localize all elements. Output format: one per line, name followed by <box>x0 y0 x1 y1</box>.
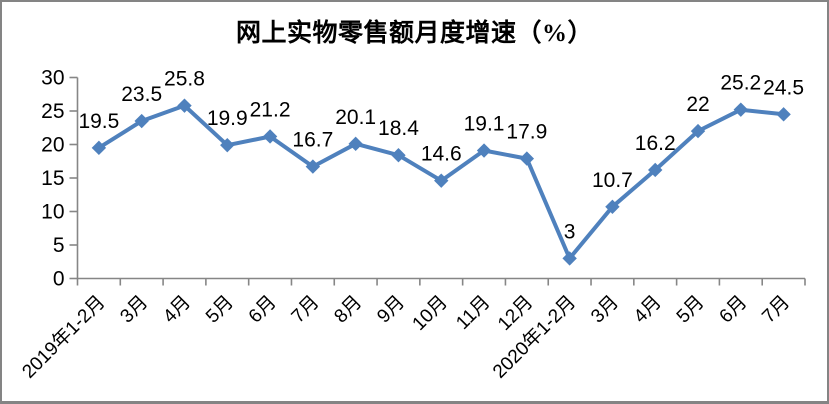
data-point-marker <box>220 137 235 153</box>
chart-title: 网上实物零售额月度增速（%） <box>235 20 593 47</box>
data-point-label: 3 <box>564 220 576 243</box>
y-axis-label: 25 <box>41 100 64 123</box>
data-point-marker <box>434 173 449 188</box>
data-point-marker <box>348 136 363 152</box>
y-axis-label: 30 <box>41 67 64 90</box>
data-point-label: 17.9 <box>506 121 547 144</box>
data-point-marker <box>519 151 535 166</box>
x-axis-label: 5月 <box>673 292 709 328</box>
data-point-marker <box>690 123 706 139</box>
data-point-label: 25.8 <box>164 68 205 91</box>
data-point-marker <box>305 159 321 174</box>
x-axis-label: 4月 <box>159 292 195 328</box>
data-point-marker <box>648 162 663 178</box>
x-axis-label: 7月 <box>288 292 324 328</box>
y-axis-label: 15 <box>41 167 64 190</box>
data-point-label: 10.7 <box>592 169 633 192</box>
data-point-label: 18.4 <box>378 117 419 140</box>
data-point-marker <box>177 98 192 113</box>
data-point-marker <box>134 113 149 129</box>
y-axis-label: 0 <box>53 268 65 291</box>
data-point-label: 20.1 <box>335 106 376 129</box>
data-point-label: 19.5 <box>78 110 119 133</box>
data-point-label: 19.1 <box>464 113 505 136</box>
x-axis-label: 4月 <box>630 292 666 328</box>
data-point-label: 16.7 <box>292 129 333 152</box>
x-axis-label: 6月 <box>245 292 281 328</box>
x-axis-label: 7月 <box>758 292 794 328</box>
data-point-marker <box>476 143 492 158</box>
x-axis-label: 6月 <box>716 292 752 328</box>
data-point-marker <box>733 102 749 117</box>
data-point-label: 14.6 <box>421 143 462 166</box>
x-axis-label: 9月 <box>373 292 409 328</box>
x-axis-label: 8月 <box>330 292 366 328</box>
x-axis-label: 11月 <box>452 292 494 334</box>
y-axis-label: 5 <box>53 234 65 257</box>
data-point-marker <box>91 140 107 156</box>
x-axis-label: 3月 <box>116 292 152 328</box>
data-point-label: 19.9 <box>207 107 248 130</box>
data-point-marker <box>605 199 620 215</box>
y-axis-label: 10 <box>41 201 64 224</box>
x-axis-label: 10月 <box>409 292 452 335</box>
data-point-label: 21.2 <box>250 98 291 121</box>
data-point-marker <box>562 251 577 266</box>
x-axis-label: 5月 <box>202 292 238 328</box>
data-point-label: 23.5 <box>121 83 162 106</box>
data-point-label: 22 <box>686 93 709 116</box>
data-point-label: 24.5 <box>763 76 804 99</box>
data-point-marker <box>262 129 278 144</box>
x-axis-label: 3月 <box>587 292 623 328</box>
y-axis-label: 20 <box>41 134 64 157</box>
data-point-label: 25.2 <box>720 72 761 95</box>
data-point-marker <box>391 148 406 163</box>
data-point-label: 16.2 <box>635 132 676 155</box>
data-point-marker <box>776 107 791 122</box>
x-axis-label: 2019年1-2月 <box>18 291 110 383</box>
